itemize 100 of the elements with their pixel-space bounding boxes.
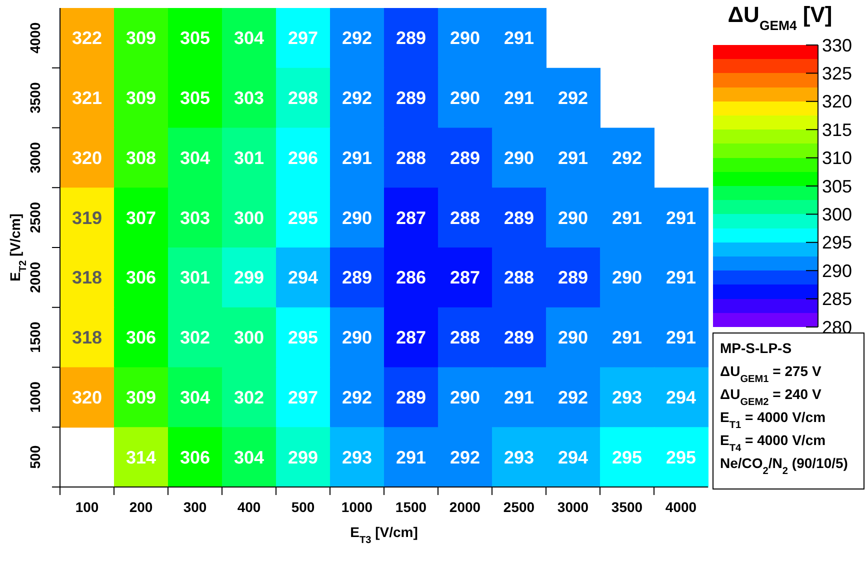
text: Ne/CO$_{2}$/N$_{2}$ (90/10/5) — [720, 455, 848, 476]
x-tick-label: 200 — [129, 499, 153, 515]
data-label: 306 — [126, 328, 156, 348]
data-label: 286 — [396, 268, 426, 288]
data-label: 288 — [450, 208, 480, 228]
data-label: 301 — [234, 148, 264, 168]
x-tick-label: 2000 — [449, 499, 481, 515]
data-label: 292 — [612, 148, 642, 168]
data-label: 292 — [558, 88, 588, 108]
data-label: 291 — [342, 148, 372, 168]
data-label: 294 — [558, 447, 588, 468]
data-label: 288 — [450, 328, 480, 348]
data-label: 291 — [558, 148, 588, 168]
data-label: 287 — [396, 208, 426, 228]
x-tick-label: 4000 — [665, 499, 697, 515]
data-label: 292 — [342, 88, 372, 108]
data-label: 307 — [126, 208, 156, 228]
color-bar-label: 290 — [822, 260, 852, 281]
data-label: 289 — [504, 208, 534, 228]
data-label: 290 — [558, 208, 588, 228]
data-label: 306 — [180, 447, 210, 468]
data-label: 318 — [72, 328, 102, 348]
data-label: 302 — [234, 387, 264, 408]
color-bar-label: 315 — [822, 120, 852, 140]
data-label: 293 — [612, 387, 642, 408]
data-label: 288 — [504, 268, 534, 288]
x-tick-label: 3500 — [611, 499, 643, 515]
x-tick-label: 400 — [237, 499, 261, 515]
data-label: 289 — [450, 148, 480, 168]
data-label: 304 — [234, 447, 264, 468]
data-label: 322 — [72, 28, 102, 48]
y-tick-label: 4000 — [27, 22, 43, 54]
data-label: 319 — [72, 208, 102, 228]
data-label: 296 — [288, 148, 318, 168]
data-label: 302 — [180, 328, 210, 348]
y-tick-label: 2500 — [27, 202, 43, 234]
data-label: 298 — [288, 88, 318, 108]
data-label: 290 — [558, 328, 588, 348]
x-tick-label: 1500 — [395, 499, 427, 515]
text: ΔU$_{GEM1}$ = 275 V — [720, 363, 822, 384]
data-label: 294 — [288, 268, 318, 288]
data-label: 292 — [558, 387, 588, 408]
data-label: 291 — [666, 328, 696, 348]
data-label: 291 — [504, 387, 534, 408]
data-label: 287 — [450, 268, 480, 288]
data-label: 299 — [288, 447, 318, 468]
data-label: 306 — [126, 268, 156, 288]
x-axis-title: E$_{T3}$ [V/cm] — [350, 524, 418, 546]
data-label: 304 — [180, 148, 210, 168]
x-tick-label: 300 — [183, 499, 207, 515]
color-bar-label: 305 — [822, 176, 852, 196]
data-label: 293 — [504, 447, 534, 468]
text: MP-S-LP-S — [720, 340, 792, 356]
data-label: 297 — [288, 387, 318, 408]
data-label: 309 — [126, 28, 156, 48]
data-label: 295 — [612, 447, 642, 468]
data-label: 289 — [396, 88, 426, 108]
color-bar-label: 320 — [822, 92, 852, 112]
text: ΔU$_{GEM2}$ = 240 V — [720, 386, 822, 408]
data-label: 300 — [234, 208, 264, 228]
y-tick-label: 3000 — [27, 142, 43, 174]
data-label: 287 — [396, 328, 426, 348]
text: E$_{T1}$ = 4000 V/cm — [720, 409, 826, 430]
data-label: 291 — [504, 28, 534, 48]
data-label: 304 — [234, 28, 264, 48]
x-tick-label: 3000 — [557, 499, 589, 515]
data-label: 291 — [666, 208, 696, 228]
color-bar-label: 300 — [822, 204, 852, 224]
data-label: 290 — [342, 208, 372, 228]
data-label: 304 — [180, 387, 210, 408]
data-label: 292 — [342, 28, 372, 48]
data-label: 289 — [558, 268, 588, 288]
y-tick-label: 500 — [27, 445, 43, 469]
data-label: 290 — [612, 268, 642, 288]
data-label: 293 — [342, 447, 372, 468]
data-label: 289 — [396, 28, 426, 48]
x-tick-label: 500 — [291, 499, 315, 515]
data-label: 303 — [180, 208, 210, 228]
data-label: 300 — [234, 328, 264, 348]
data-label: 291 — [504, 88, 534, 108]
data-label: 291 — [612, 208, 642, 228]
data-label: 308 — [126, 148, 156, 168]
data-label: 290 — [450, 88, 480, 108]
color-bar-label: 310 — [822, 148, 852, 168]
data-label: 291 — [666, 268, 696, 288]
color-bar-title: ΔU$_{GEM4}$ [V] — [728, 2, 832, 32]
text: E$_{T4}$ = 4000 V/cm — [720, 432, 826, 454]
color-bar-label: 295 — [822, 232, 852, 253]
data-label: 290 — [342, 328, 372, 348]
data-label: 290 — [450, 387, 480, 408]
y-tick-label: 2000 — [27, 262, 43, 294]
data-label: 320 — [72, 387, 102, 408]
data-label: 299 — [234, 268, 264, 288]
data-label: 295 — [666, 447, 696, 468]
data-label: 295 — [288, 328, 318, 348]
data-label: 318 — [72, 268, 102, 288]
data-label: 321 — [72, 88, 102, 108]
data-label: 289 — [342, 268, 372, 288]
x-tick-label: 2500 — [503, 499, 535, 515]
x-tick-label: 100 — [75, 499, 99, 515]
